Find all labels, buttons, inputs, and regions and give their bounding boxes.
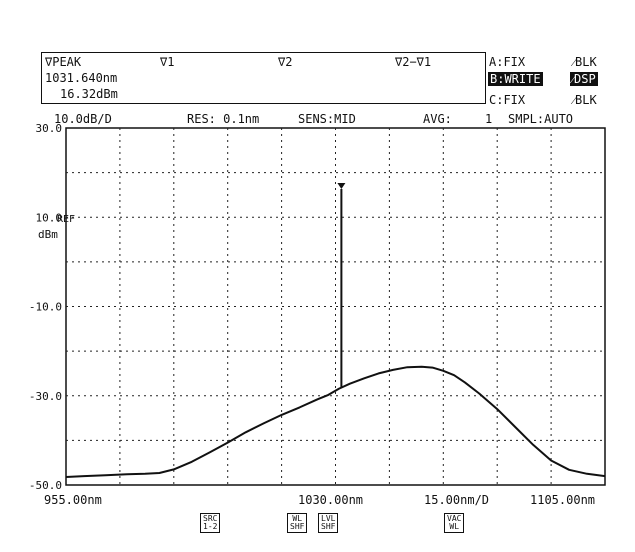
softkey-vac-top: VAC (447, 514, 462, 523)
softkey-src[interactable]: SRC 1-2 (200, 513, 221, 533)
ref-label: REF (57, 214, 76, 225)
average-value: 1 (485, 112, 493, 126)
average-label: AVG: (423, 112, 452, 126)
scale-readout: 10.0dB/D (54, 112, 112, 126)
softkey-lvl-shift[interactable]: LVL SHF (318, 513, 339, 533)
marker-v2-v1-label: ∇2−∇1 (395, 55, 432, 69)
softkey-src-top: SRC (203, 514, 218, 523)
trace-c-label: C:FIX (489, 93, 526, 107)
span-readout: 15.00nm/D (424, 493, 490, 507)
marker-peak-label: ∇PEAK (45, 55, 82, 69)
softkey-lvl-top: LVL (321, 514, 336, 523)
sampling-readout: SMPL:AUTO (508, 112, 574, 126)
trace-c-mode: ⁄BLK (573, 93, 597, 107)
softkey-wl-shift[interactable]: WL SHF (287, 513, 308, 533)
stop-wavelength: 1105.00nm (530, 493, 596, 507)
softkey-src-bottom: 1-2 (203, 522, 218, 531)
y-tick-label: -10.0 (29, 301, 62, 314)
softkey-wl-top: WL (292, 514, 303, 523)
trace-a-label: A:FIX (489, 55, 526, 69)
marker-v2-label: ∇2 (278, 55, 293, 69)
trace-b-mode: ⁄DSP (570, 72, 598, 86)
start-wavelength: 955.00nm (44, 493, 102, 507)
plot-frame (65, 127, 606, 486)
resolution-readout: RES: 0.1nm (187, 112, 260, 126)
y-tick-label: -50.0 (29, 479, 62, 492)
y-tick-label: 30.0 (36, 122, 63, 135)
peak-marker-icon (337, 183, 346, 190)
trace-a-mode: ⁄BLK (573, 55, 597, 69)
softkey-vac-wl[interactable]: VAC WL (444, 513, 465, 533)
unit-label: dBm (38, 228, 58, 241)
marker-peak-wavelength: 1031.640nm (45, 71, 118, 85)
spectrum-trace (65, 365, 606, 478)
marker-panel (41, 52, 486, 104)
center-wavelength: 1030.00nm (298, 493, 364, 507)
marker-peak-level: 16.32dBm (60, 87, 118, 101)
softkey-wl-bottom: SHF (290, 522, 305, 531)
y-tick-label: 10.0 (36, 211, 63, 224)
softkey-lvl-bottom: SHF (321, 522, 336, 531)
y-tick-label: -30.0 (29, 390, 62, 403)
softkey-vac-bottom: WL (449, 522, 460, 531)
grid-lines (66, 128, 605, 485)
trace-b-label: B:WRITE (488, 72, 543, 86)
marker-v1-label: ∇1 (160, 55, 175, 69)
y-tick-labels: 30.0 10.0 -10.0 -30.0 -50.0 (29, 122, 62, 492)
sensitivity-readout: SENS:MID (298, 112, 356, 126)
